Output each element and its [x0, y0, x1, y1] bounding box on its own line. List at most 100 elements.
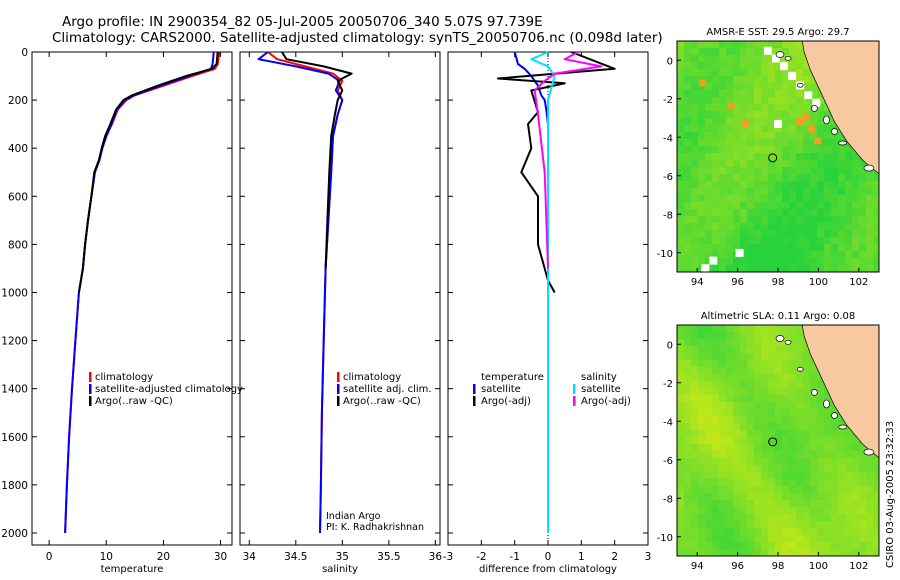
- salinity-series-line: [257, 51, 344, 534]
- sst-data-gap: [780, 62, 789, 71]
- temperature-legend-label: satellite-adjusted climatology: [95, 384, 243, 395]
- difference-legend-label: salinity: [581, 372, 617, 383]
- depth-tick-label: 1200: [1, 336, 28, 348]
- temperature-legend-swatch: [89, 372, 92, 382]
- sst-warm-cell: [699, 79, 707, 87]
- salinity-legend-swatch: [337, 372, 340, 382]
- difference-legend-swatch: [473, 384, 476, 394]
- panel-difference: -3 -2 -1 0 1 2 3 difference from climatology: [443, 51, 652, 575]
- sst-warm-cell: [814, 137, 822, 145]
- sst-data-gap: [812, 98, 821, 107]
- difference-series-line: [533, 51, 603, 269]
- difference-legend-label: satellite: [581, 384, 621, 395]
- sst-data-gap: [788, 71, 797, 80]
- island: [838, 424, 847, 430]
- island: [863, 448, 875, 456]
- sst_map-ytick-label: -8: [663, 210, 673, 221]
- sst_map-ytick-label: 0: [667, 56, 673, 67]
- depth-tick-label: 400: [8, 143, 28, 155]
- difference-legend-label: Argo(-adj): [481, 396, 531, 407]
- salinity-legend-swatch: [337, 384, 340, 394]
- depth-tick-label: 600: [8, 191, 28, 203]
- salinity-legend-label: Argo(..raw -QC): [343, 396, 421, 407]
- difference-legend-swatch: [573, 384, 576, 394]
- depth-tick-label: 1400: [1, 384, 28, 396]
- island: [784, 55, 792, 61]
- island: [831, 128, 838, 135]
- sst_map-xtick-label: 98: [772, 277, 785, 288]
- difference-xtick-label: -3: [443, 551, 453, 563]
- difference-legend-label: Argo(-adj): [581, 396, 631, 407]
- sla_map-xtick-label: 100: [809, 561, 828, 572]
- sst_map-xtick-label: 94: [691, 277, 704, 288]
- temperature-series-line: [77, 51, 219, 293]
- sumatra-land: [801, 325, 879, 459]
- depth-tick-label: 0: [21, 47, 28, 59]
- island: [823, 115, 830, 125]
- difference-xtick-label: 1: [578, 551, 585, 563]
- island: [823, 399, 830, 409]
- salinity-xlabel: salinity: [322, 564, 358, 575]
- sla_map-ytick-label: -8: [663, 494, 673, 505]
- sst-data-gap: [804, 91, 813, 100]
- sla_map-xtick-label: 96: [731, 561, 744, 572]
- sst-data-gap: [763, 46, 772, 55]
- difference-series-line: [497, 51, 616, 293]
- difference-legend-swatch: [573, 396, 576, 406]
- sla_map-field: [677, 325, 879, 556]
- sst-data-gap: [735, 248, 744, 257]
- sst-warm-cell: [802, 114, 810, 122]
- sst_map-ytick-label: -6: [663, 172, 673, 183]
- difference-legend-label: satellite: [481, 384, 521, 395]
- salinity-annotation-line: PI: K. Radhakrishnan: [326, 522, 424, 533]
- island: [796, 82, 804, 88]
- sla_map-xtick-label: 94: [691, 561, 704, 572]
- island: [775, 51, 785, 58]
- sst-warm-cell: [808, 125, 816, 133]
- sla_map-ytick-label: -2: [663, 379, 673, 390]
- salinity-legend-label: climatology: [343, 372, 401, 383]
- difference-xtick-label: -2: [476, 551, 486, 563]
- island: [838, 140, 847, 146]
- difference-xtick-label: 2: [611, 551, 618, 563]
- panel-salinity: 34 34.5 35 35.5 36 salinity: [239, 51, 442, 575]
- sst-data-gap: [771, 54, 780, 63]
- salinity-xtick-label: 35.5: [377, 551, 400, 563]
- depth-tick-label: 200: [8, 95, 28, 107]
- salinity-xtick-label: 34: [243, 551, 257, 563]
- difference-legend: temperaturesatelliteArgo(-adj)salinitysa…: [473, 372, 631, 407]
- sumatra-land: [801, 41, 879, 175]
- sst_map-title: AMSR-E SST: 29.5 Argo: 29.7: [706, 27, 849, 38]
- temperature-legend-swatch: [89, 384, 92, 394]
- sst-data-gap: [773, 119, 782, 128]
- island: [784, 339, 792, 345]
- sst_map-xtick-label: 102: [849, 277, 868, 288]
- difference-xlabel: difference from climatology: [479, 564, 617, 575]
- salinity-xtick-label: 34.5: [284, 551, 307, 563]
- temperature-legend-swatch: [89, 396, 92, 406]
- figure-title-line2: Climatology: CARS2000. Satellite-adjuste…: [52, 30, 663, 46]
- sla_map-xtick-label: 98: [772, 561, 785, 572]
- salinity-frame: [239, 51, 441, 546]
- creation-stamp: CSIRO 03-Aug-2005 23:32:33: [885, 421, 896, 568]
- island: [796, 366, 804, 372]
- temperature-xtick-label: 30: [214, 551, 227, 563]
- sst_map-ytick-label: -4: [663, 133, 673, 144]
- sla_map-ytick-label: -6: [663, 456, 673, 467]
- sst_map-field: [677, 41, 879, 272]
- sst-data-gap: [701, 264, 710, 272]
- argo-position-marker: [768, 153, 778, 163]
- map-sla_map: 94 96 98 100 102 0 -2 -4 -6 -8 -10 Altimetric SLA: …: [657, 311, 880, 572]
- depth-tick-label: 1000: [1, 287, 28, 299]
- salinity-xtick-label: 35: [336, 551, 349, 563]
- sst_map-xtick-label: 96: [731, 277, 744, 288]
- map-sst_map: 94 96 98 100 102 0 -2 -4 -6 -8 -10 AMSR-E SST: 29.5…: [657, 27, 880, 288]
- sla_map-ytick-label: 0: [667, 340, 673, 351]
- temperature-frame: [31, 51, 233, 546]
- difference-xtick-label: 3: [645, 551, 652, 563]
- sst-warm-cell: [727, 102, 735, 110]
- sst_map-ytick-label: -10: [657, 249, 673, 260]
